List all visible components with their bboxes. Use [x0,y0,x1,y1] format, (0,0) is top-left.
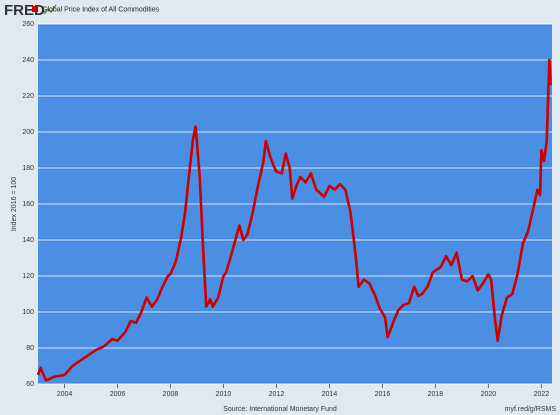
y-tick-label: 140 [22,237,34,244]
x-tick-label: 2018 [428,391,444,398]
y-tick-label: 260 [22,21,34,28]
y-axis-label: Index 2016 = 100 [11,177,18,231]
source: Source: International Monetary Fund [223,406,337,413]
logo-icon [43,4,57,15]
x-tick-label: 2006 [110,391,126,398]
y-tick-label: 160 [22,201,34,208]
x-tick-label: 2022 [534,391,550,398]
logo: FRED [4,2,45,19]
y-tick-label: 180 [22,165,34,172]
x-tick-label: 2010 [216,391,232,398]
y-tick-label: 100 [22,309,34,316]
y-tick-label: 240 [22,57,34,64]
legend-text: Global Price Index of All Commodities [42,6,160,13]
x-tick-label: 2020 [481,391,497,398]
y-tick-label: 60 [26,381,34,388]
x-tick-label: 2012 [269,391,285,398]
line [36,58,552,382]
y-tick-label: 200 [22,129,34,136]
x-tick-label: 2004 [57,391,73,398]
y-tick-label: 120 [22,273,34,280]
y-tick-label: 80 [26,345,34,352]
y-tick-label: 220 [22,93,34,100]
x-tick-label: 2008 [163,391,179,398]
link: myf.red/g/RSMS [505,406,557,413]
x-tick-label: 2014 [322,391,338,398]
legend-swatch [32,6,38,12]
x-tick-label: 2016 [375,391,391,398]
